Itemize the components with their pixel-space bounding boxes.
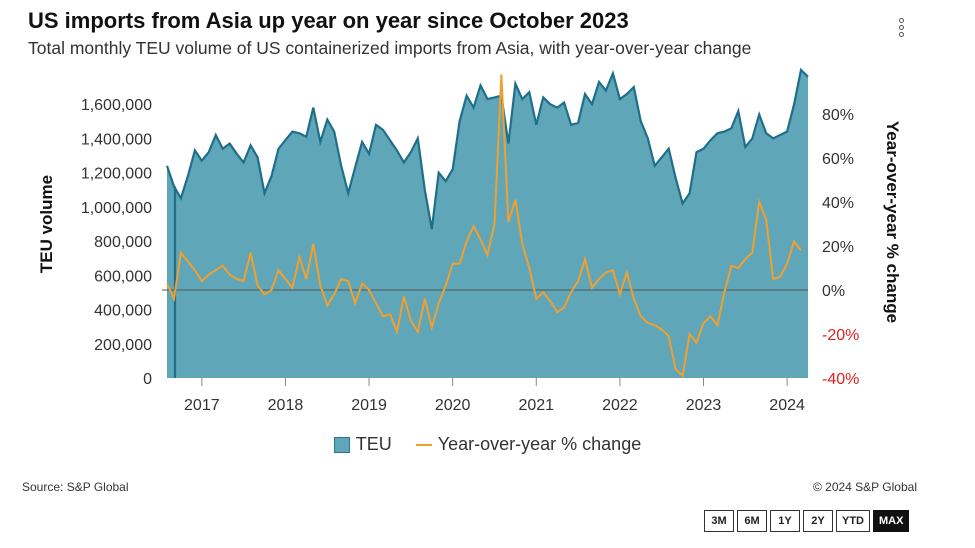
y-tick-label: 200,000 (94, 337, 152, 354)
y2-tick-label: 40% (822, 195, 854, 212)
x-tick-label: 2017 (184, 397, 220, 414)
more-vertical-icon[interactable] (893, 18, 909, 48)
y2-tick-label: 80% (822, 107, 854, 124)
x-tick-label: 2022 (602, 397, 638, 414)
line-swatch-icon (415, 443, 432, 446)
range-button-3m[interactable]: 3M (704, 510, 734, 532)
y-tick-label: 400,000 (94, 303, 152, 320)
copyright-note: © 2024 S&P Global (812, 480, 917, 494)
y2-axis-title: Year-over-year % change (883, 121, 902, 323)
chart-subtitle: Total monthly TEU volume of US container… (28, 38, 752, 58)
y2-tick-label: 0% (822, 283, 845, 300)
y-tick-label: 600,000 (94, 268, 152, 285)
teu-line (165, 67, 809, 230)
y-tick-label: 1,400,000 (81, 131, 152, 148)
y2-tick-label: -40% (822, 371, 859, 388)
chart-canvas: 0 200,000 400,000 600,000 800,000 1,000,000 1,… (37, 67, 902, 414)
y-axis-title: TEU volume (37, 175, 56, 273)
x-tick-label: 2019 (351, 397, 387, 414)
y2-tick-label: 20% (822, 239, 854, 256)
yoy-line (166, 74, 802, 378)
range-button-6m[interactable]: 6M (737, 510, 767, 532)
y-tick-label: 0 (143, 371, 152, 388)
range-button-2y[interactable]: 2Y (803, 510, 833, 532)
area-swatch-icon (333, 436, 350, 453)
legend: TEU Year-over-year % change (0, 434, 975, 455)
range-button-1y[interactable]: 1Y (770, 510, 800, 532)
x-tick-label: 2020 (435, 397, 471, 414)
range-selector: 3M 6M 1Y 2Y YTD MAX (704, 510, 910, 532)
y-tick-label: 800,000 (94, 234, 152, 251)
teu-area (167, 70, 808, 378)
legend-item-teu[interactable]: TEU (333, 434, 392, 455)
range-button-ytd[interactable]: YTD (836, 510, 870, 532)
y2-tick-label: -20% (822, 327, 859, 344)
y-tick-label: 1,000,000 (81, 200, 152, 217)
legend-label-yoy: Year-over-year % change (437, 434, 642, 454)
legend-item-yoy[interactable]: Year-over-year % change (415, 434, 642, 455)
y2-tick-label: 60% (822, 151, 854, 168)
x-tick-label: 2024 (769, 397, 805, 414)
x-tick-label: 2021 (518, 397, 554, 414)
x-tick-label: 2018 (268, 397, 304, 414)
x-tick-label: 2023 (686, 397, 722, 414)
range-button-max[interactable]: MAX (873, 510, 910, 532)
legend-label-teu: TEU (355, 434, 392, 454)
y-tick-label: 1,600,000 (81, 97, 152, 114)
source-note: Source: S&P Global (22, 480, 129, 494)
y-tick-label: 1,200,000 (81, 166, 152, 183)
chart-title: US imports from Asia up year on year sin… (28, 8, 629, 33)
